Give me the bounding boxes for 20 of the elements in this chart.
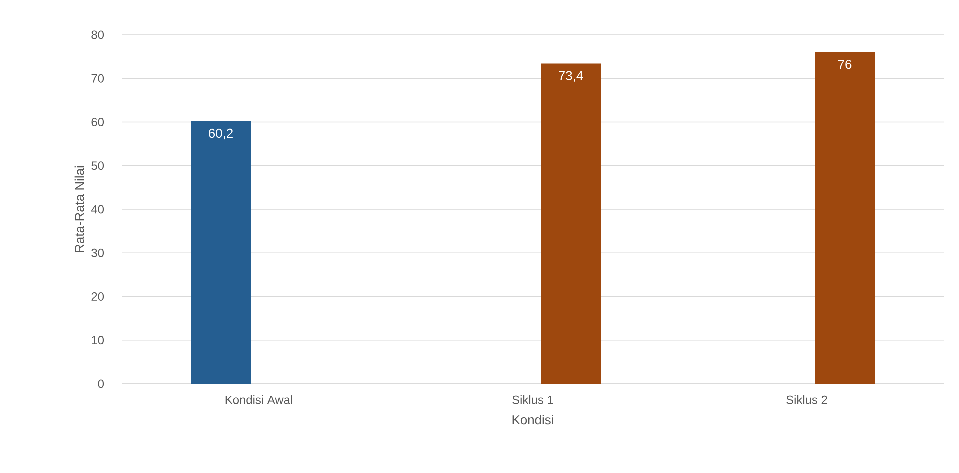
y-tick-label: 0 xyxy=(98,380,104,388)
y-tick-label: 20 xyxy=(92,292,104,301)
x-axis-title: Kondisi xyxy=(512,415,554,425)
x-tick-label: Siklus 2 xyxy=(786,396,828,404)
y-tick-label: 60 xyxy=(92,118,104,126)
data-label: 73,4 xyxy=(559,71,584,82)
x-tick-label: Kondisi Awal xyxy=(226,396,292,404)
data-label: 60,2 xyxy=(209,128,233,140)
y-tick-label: 50 xyxy=(92,162,104,170)
y-tick-label: 40 xyxy=(91,205,104,214)
data-label: 76 xyxy=(838,60,852,70)
x-tick-label: Siklus 1 xyxy=(512,396,554,404)
y-tick-label: 10 xyxy=(92,336,104,345)
y-tick-label: 30 xyxy=(92,248,104,258)
y-tick-label: 70 xyxy=(92,74,104,83)
bar xyxy=(541,64,602,384)
y-tick-label: 80 xyxy=(92,30,104,40)
bar xyxy=(191,121,252,384)
y-axis-title: Rata-Rata Nilai xyxy=(74,166,84,252)
bar xyxy=(815,52,876,384)
